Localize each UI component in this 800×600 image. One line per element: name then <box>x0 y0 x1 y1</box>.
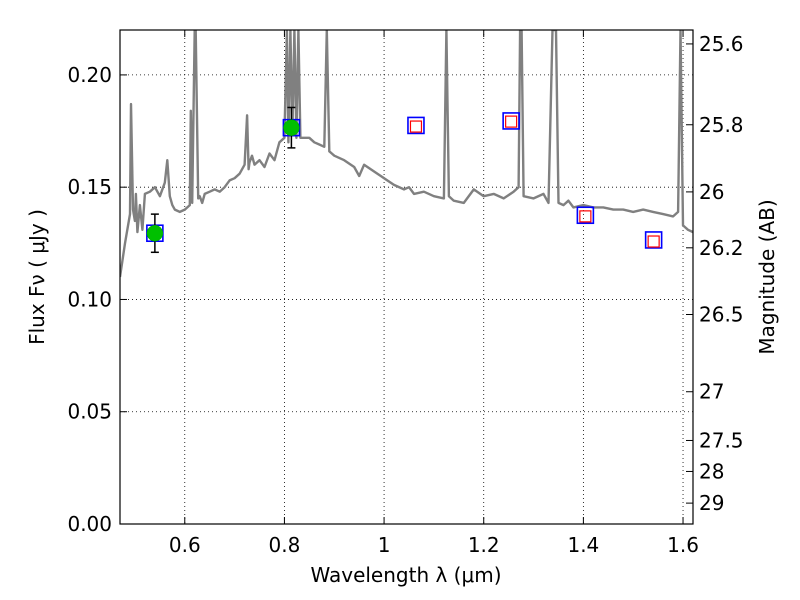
y-tick-label: 0.10 <box>67 287 112 311</box>
right-axis-label: Magnitude (AB) <box>755 199 779 354</box>
plot-frame <box>119 29 694 525</box>
x-tick-label: 0.8 <box>269 533 301 557</box>
spectrum-series <box>120 30 693 278</box>
model-flux-marker <box>644 231 663 249</box>
model-flux-marker <box>502 112 520 130</box>
x-tick-label: 0.6 <box>169 533 201 557</box>
y-tick-label: 0.20 <box>67 63 112 87</box>
tick-labels: 0.6 0.8 1 1.2 1.4 1.6 0.00 0.05 0.10 0.15 0.20 25.6… <box>67 32 743 557</box>
x-tick-label: 1.6 <box>667 533 699 557</box>
right-tick-label: 27.5 <box>699 428 744 452</box>
right-tick-label: 26 <box>699 180 724 204</box>
predicted-flux-marker <box>409 120 423 133</box>
tick-marks <box>120 30 693 525</box>
x-axis-label: Wavelength λ (μm) <box>310 563 501 587</box>
x-tick-label: 1.2 <box>468 533 500 557</box>
observed-point <box>146 224 164 242</box>
marker-layer <box>146 106 663 254</box>
predicted-flux-marker <box>647 235 660 248</box>
spectrum-line <box>120 30 693 278</box>
predicted-flux-marker <box>579 210 592 223</box>
right-tick-label: 26.5 <box>699 302 744 326</box>
grid <box>120 30 693 524</box>
right-tick-label: 28 <box>699 459 724 483</box>
right-tick-label: 27 <box>699 380 724 404</box>
x-tick-label: 1 <box>378 533 391 557</box>
y-axis-label: Flux Fν ( μJy ) <box>25 209 49 345</box>
right-tick-label: 26.2 <box>699 236 744 260</box>
model-flux-marker <box>576 206 595 225</box>
y-tick-label: 0.00 <box>67 512 112 536</box>
right-tick-label: 25.8 <box>699 113 744 137</box>
y-tick-label: 0.05 <box>67 400 112 424</box>
right-tick-label: 25.6 <box>699 32 744 56</box>
right-tick-label: 29 <box>699 491 724 515</box>
model-flux-marker <box>407 116 425 135</box>
observed-point <box>283 119 300 136</box>
predicted-flux-marker <box>505 115 518 128</box>
y-tick-label: 0.15 <box>67 175 112 199</box>
x-tick-label: 1.4 <box>567 533 599 557</box>
